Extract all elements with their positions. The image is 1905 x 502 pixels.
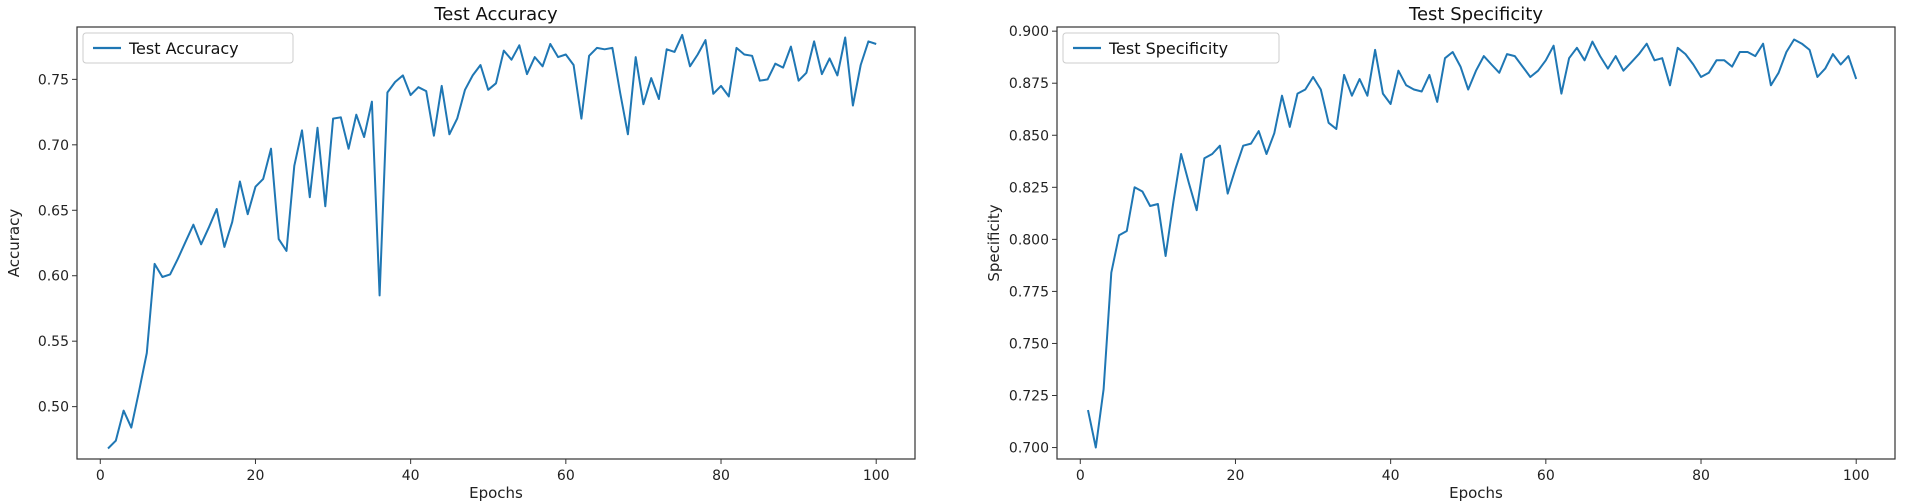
x-tick-label: 80 [1692,468,1710,484]
x-tick-label: 40 [402,468,420,484]
y-tick-label: 0.700 [1009,441,1049,457]
y-axis-label: Specificity [985,204,1003,281]
y-tick-label: 0.875 [1009,76,1049,92]
legend-box [1062,32,1280,64]
chart-title: Test Specificity [1408,4,1543,25]
plot-frame [1056,26,1896,460]
y-axis-label: Accuracy [5,209,23,278]
legend-box [82,32,294,64]
y-tick-label: 0.775 [1009,284,1049,300]
x-tick-label: 20 [1227,468,1245,484]
x-tick-label: 80 [712,468,730,484]
x-tick-label: 60 [1537,468,1555,484]
y-tick-label: 0.60 [38,269,69,285]
y-tick-label: 0.900 [1009,24,1049,40]
x-axis-label: Epochs [1449,484,1503,502]
chart-panel-accuracy: Test Accuracy 0 20 40 60 80 100 0.50 0.55 0.60 0.6… [5,4,916,502]
y-tick-label: 0.725 [1009,389,1049,405]
legend-entry: Test Specificity [1108,39,1228,58]
y-tick-label: 0.750 [1009,336,1049,352]
legend-entry: Test Accuracy [128,39,239,58]
x-tick-label: 100 [1843,468,1870,484]
x-tick-label: 100 [863,468,890,484]
y-tick-label: 0.800 [1009,232,1049,248]
x-tick-label: 0 [96,468,105,484]
x-tick-label: 40 [1382,468,1400,484]
plot-frame [76,26,916,460]
chart-title: Test Accuracy [433,4,558,25]
y-tick-label: 0.55 [38,334,69,350]
x-axis-label: Epochs [469,484,523,502]
series-line-accuracy [107,33,877,450]
series-line-specificity [1087,38,1858,449]
x-tick-label: 0 [1076,468,1085,484]
y-tick-label: 0.75 [38,72,69,88]
y-tick-label: 0.50 [38,400,69,416]
x-tick-label: 20 [247,468,265,484]
legend: Test Specificity [1062,32,1280,64]
legend: Test Accuracy [82,32,294,64]
y-tick-label: 0.70 [38,138,69,154]
x-tick-label: 60 [557,468,575,484]
y-tick-label: 0.825 [1009,180,1049,196]
y-tick-label: 0.65 [38,203,69,219]
y-tick-label: 0.850 [1009,128,1049,144]
chart-panel-specificity: Test Specificity 0 20 40 60 80 100 0.700 0.725 0.… [985,4,1896,502]
